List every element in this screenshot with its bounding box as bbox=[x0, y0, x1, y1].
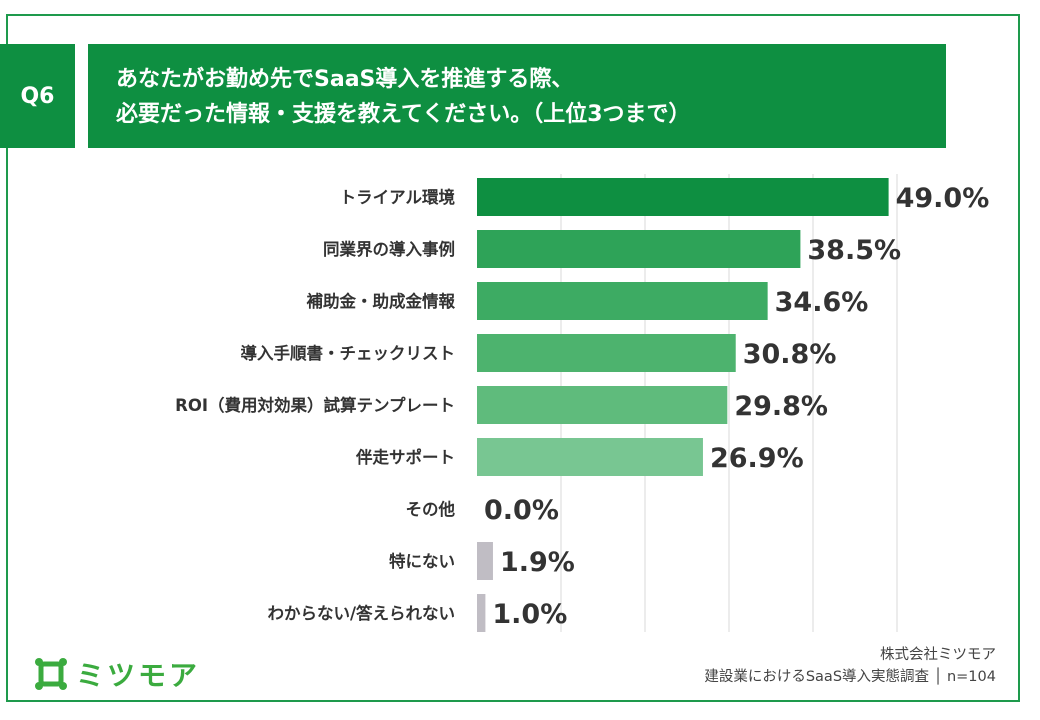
value-label: 34.6% bbox=[775, 287, 869, 318]
survey-info: 建設業におけるSaaS導入実態調査 │ n=104 bbox=[704, 669, 996, 685]
chart-frame bbox=[6, 14, 1020, 702]
value-label: 1.9% bbox=[500, 547, 575, 578]
bar bbox=[477, 282, 768, 320]
value-label: 49.0% bbox=[896, 183, 990, 214]
value-label: 0.0% bbox=[484, 495, 559, 526]
question-badge: Q6 bbox=[0, 44, 75, 148]
category-label: その他 bbox=[406, 499, 456, 519]
value-label: 30.8% bbox=[743, 339, 837, 370]
value-label: 38.5% bbox=[807, 235, 901, 266]
value-label: 1.0% bbox=[492, 599, 567, 630]
bar bbox=[477, 230, 801, 268]
category-label: 伴走サポート bbox=[355, 447, 455, 467]
category-label: 特にない bbox=[389, 551, 455, 571]
mitsumore-logo-icon bbox=[35, 658, 67, 690]
category-label: 補助金・助成金情報 bbox=[306, 291, 456, 311]
bar bbox=[477, 386, 728, 424]
category-label: 同業界の導入事例 bbox=[323, 239, 455, 259]
bar bbox=[477, 334, 736, 372]
category-label: ROI（費用対効果）試算テンプレート bbox=[175, 395, 455, 415]
bar bbox=[477, 542, 493, 580]
category-label: トライアル環境 bbox=[340, 187, 456, 207]
company-name: 株式会社ミツモア bbox=[880, 647, 996, 663]
mitsumore-logo: ミツモア bbox=[34, 654, 200, 694]
credit-block: 株式会社ミツモア 建設業におけるSaaS導入実態調査 │ n=104 bbox=[704, 644, 996, 688]
value-label: 26.9% bbox=[710, 443, 804, 474]
title-line-2: 必要だった情報・支援を教えてください。（上位3つまで） bbox=[116, 102, 691, 127]
category-label: わからない/答えられない bbox=[267, 603, 455, 623]
value-label: 29.8% bbox=[734, 391, 828, 422]
logo-text: ミツモア bbox=[76, 659, 201, 692]
bar bbox=[477, 594, 486, 632]
bar bbox=[477, 438, 703, 476]
category-label: 導入手順書・チェックリスト bbox=[241, 343, 456, 363]
title-line-1: あなたがお勤め先でSaaS導入を推進する際、 bbox=[116, 67, 574, 92]
bar bbox=[477, 178, 889, 216]
title-bar: あなたがお勤め先でSaaS導入を推進する際、 必要だった情報・支援を教えてくださ… bbox=[88, 44, 946, 148]
